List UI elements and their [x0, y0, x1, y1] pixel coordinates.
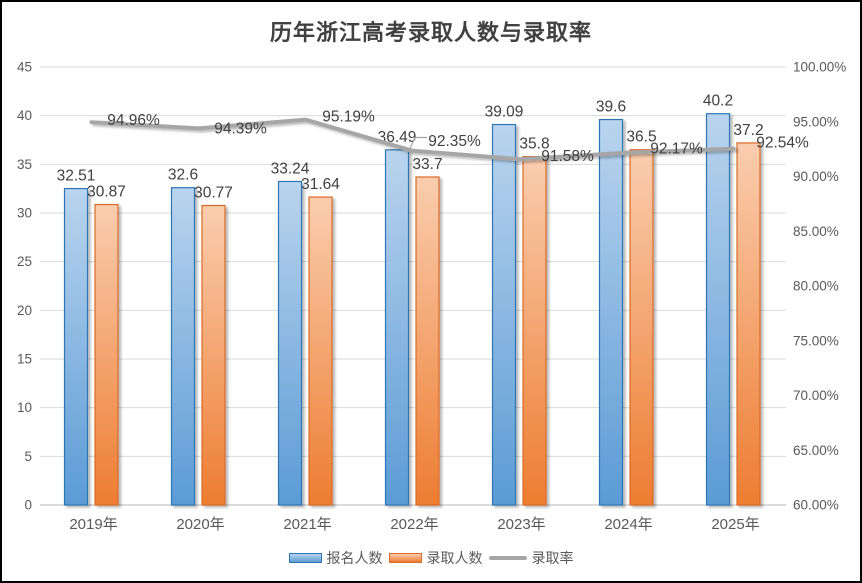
primary-axis-tick-label: 25: [17, 254, 32, 269]
bar-value-label: 40.2: [703, 93, 733, 110]
x-axis-category-label: 2024年: [604, 516, 652, 533]
primary-axis-tick-label: 15: [17, 352, 32, 367]
bar-value-label: 36.5: [626, 129, 656, 146]
bar-applicants: [170, 187, 196, 506]
legend-item-admitted: 录取人数: [388, 548, 483, 568]
secondary-axis-tick-label: 100.00%: [793, 60, 846, 75]
legend-item-rate: 录取率: [488, 548, 574, 568]
secondary-axis-tick-label: 95.00%: [793, 114, 839, 129]
bar-value-label: 31.64: [301, 176, 340, 193]
primary-axis-tick-label: 20: [17, 303, 32, 318]
rate-line: [89, 117, 736, 162]
bar-applicants: [598, 118, 624, 506]
bar-admitted: [629, 149, 654, 506]
primary-axis-tick-label: 40: [17, 108, 32, 123]
bar-admitted: [308, 196, 333, 506]
chart-title: 历年浙江高考录取人数与录取率: [269, 20, 592, 45]
legend-item-label: 录取人数: [426, 550, 483, 566]
bar-applicants: [384, 149, 410, 506]
bar-applicants: [63, 187, 89, 506]
rate-point-label: 92.17%: [650, 141, 703, 158]
x-axis-category-label: 2025年: [711, 516, 759, 533]
rate-line-swatch-icon: [488, 556, 527, 560]
primary-axis-tick-label: 5: [24, 449, 32, 464]
x-axis-category-label: 2023年: [497, 516, 545, 533]
bar-value-label: 32.51: [57, 168, 96, 185]
bar-applicants: [491, 123, 517, 506]
bar-value-label: 39.09: [485, 104, 524, 121]
rate-point-label: 94.39%: [214, 120, 267, 137]
admitted-swatch-icon: [388, 553, 422, 563]
bar-admitted: [522, 155, 547, 506]
x-axis-category-label: 2019年: [69, 516, 117, 533]
secondary-axis-tick-label: 85.00%: [793, 224, 839, 239]
rate-label-leader-line: [409, 136, 427, 149]
bar-value-label: 32.6: [168, 167, 198, 184]
secondary-axis-tick-label: 60.00%: [793, 498, 839, 513]
bar-admitted: [736, 142, 761, 506]
bar-applicants: [277, 180, 303, 506]
primary-axis-tick-label: 35: [17, 157, 32, 172]
rate-point-label: 94.96%: [107, 112, 160, 129]
bar-value-label: 30.87: [87, 184, 126, 201]
secondary-axis-tick-label: 75.00%: [793, 333, 839, 348]
secondary-axis-tick-label: 65.00%: [793, 443, 839, 458]
rate-point-label: 95.19%: [322, 109, 375, 126]
legend: 报名人数 录取人数 录取率: [2, 548, 860, 568]
applicants-swatch-icon: [288, 553, 322, 563]
secondary-axis-tick-label: 90.00%: [793, 169, 839, 184]
bar-value-label: 33.24: [271, 160, 310, 177]
primary-axis-tick-label: 30: [17, 206, 32, 221]
bar-admitted: [415, 176, 440, 506]
secondary-axis-tick-label: 80.00%: [793, 279, 839, 294]
bar-admitted: [201, 204, 226, 506]
legend-item-label: 报名人数: [326, 550, 383, 566]
bar-applicants: [705, 113, 731, 506]
legend-item-label: 录取率: [531, 550, 574, 566]
bar-value-label: 33.7: [412, 156, 442, 173]
primary-axis-tick-label: 10: [17, 400, 32, 415]
primary-axis-tick-label: 45: [17, 60, 32, 75]
primary-axis-tick-label: 0: [24, 498, 32, 513]
rate-point-label: 91.58%: [541, 148, 594, 165]
x-axis-category-label: 2020年: [176, 516, 224, 533]
legend-item-applicants: 报名人数: [288, 548, 383, 568]
x-axis-category-label: 2021年: [283, 516, 331, 533]
x-axis-category-label: 2022年: [390, 516, 438, 533]
bar-admitted: [94, 203, 119, 506]
bar-value-label: 35.8: [519, 136, 549, 153]
rate-point-label: 92.54%: [756, 135, 809, 152]
secondary-axis-tick-label: 70.00%: [793, 388, 839, 403]
bar-value-label: 37.2: [733, 122, 763, 139]
bar-value-label: 30.77: [194, 185, 233, 202]
rate-point-label: 92.35%: [428, 133, 481, 150]
bar-value-label: 39.6: [596, 99, 626, 116]
